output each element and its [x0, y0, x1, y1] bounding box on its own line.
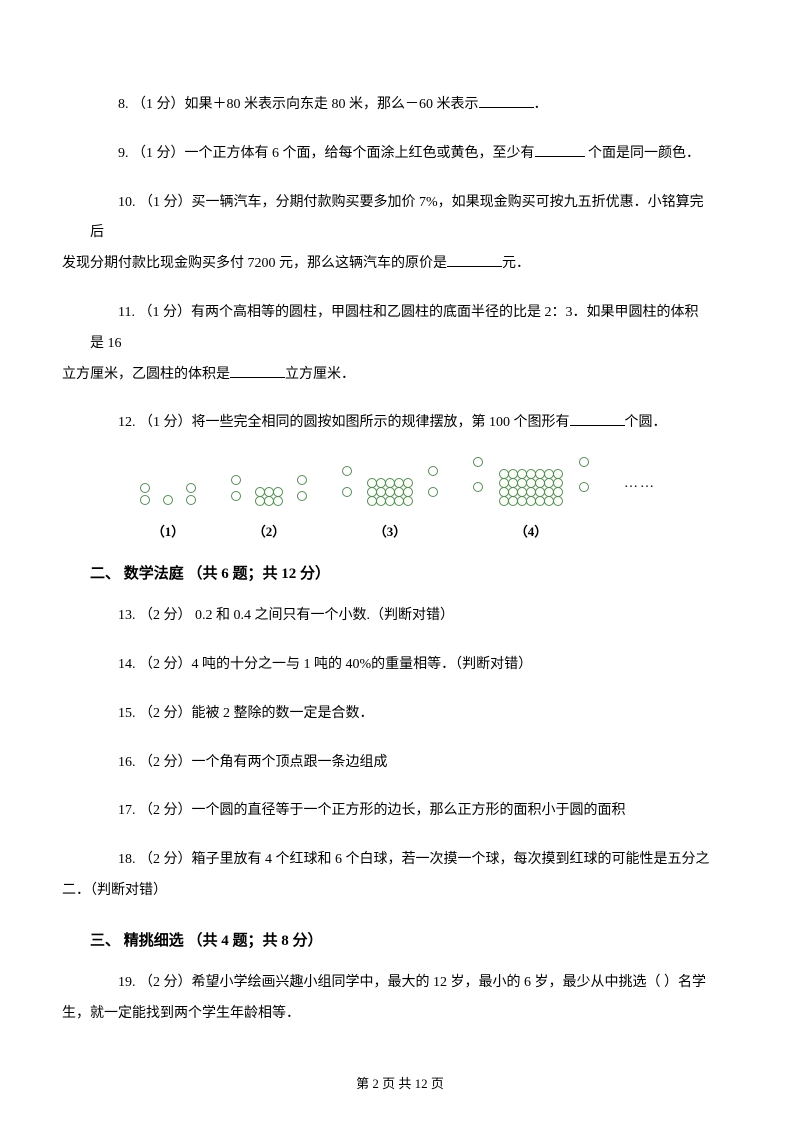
q-pts: （1 分）: [136, 415, 192, 430]
question-13: 13. （2 分） 0.2 和 0.4 之间只有一个小数.（判断对错）: [90, 601, 710, 632]
q-pts: （2 分）: [136, 852, 192, 867]
figure-label: （2）: [253, 521, 286, 540]
question-11: 11. （1 分）有两个高相等的圆柱，甲圆柱和乙圆柱的底面半径的比是 2：3．如…: [90, 298, 710, 390]
q-pts: （1 分）: [132, 97, 185, 112]
q-suffix: 元．: [502, 256, 530, 271]
q-text: 二．（判断对错）: [62, 876, 167, 907]
q-suffix: ．: [534, 97, 548, 112]
q-num: 10.: [118, 195, 136, 210]
q-num: 15.: [118, 706, 136, 721]
figure-f3: （3）: [342, 466, 438, 540]
q-pts: （2 分）: [136, 608, 196, 623]
figure-label: （1）: [152, 521, 185, 540]
section-3-header: 三、 精挑细选 （共 4 题；共 8 分）: [90, 929, 710, 950]
q-suffix: 个面是同一颜色．: [585, 146, 701, 161]
q-pts: （1 分）: [136, 195, 192, 210]
q-pts: （1 分）: [132, 146, 185, 161]
question-12: 12. （1 分）将一些完全相同的圆按如图所示的规律摆放，第 100 个图形有 个…: [90, 408, 710, 439]
q-suffix: 个圆．: [625, 415, 667, 430]
q-num: 17.: [118, 803, 136, 818]
section-2-header: 二、 数学法庭 （共 6 题；共 12 分）: [90, 562, 710, 583]
blank[interactable]: [535, 143, 585, 157]
figure-label: （4）: [515, 521, 548, 540]
q-text: 一个圆的直径等于一个正方形的边长，那么正方形的面积小于圆的面积: [192, 803, 626, 818]
q-pts: （2 分）: [136, 755, 192, 770]
q-num: 12.: [118, 415, 136, 430]
q-pts: （2 分）: [136, 657, 192, 672]
figure-f2: （2）: [231, 475, 307, 540]
question-17: 17. （2 分）一个圆的直径等于一个正方形的边长，那么正方形的面积小于圆的面积: [90, 796, 710, 827]
q-num: 8.: [118, 97, 129, 112]
q-num: 13.: [118, 608, 136, 623]
figure-f1: （1）: [140, 483, 196, 540]
figure-f4: （4）: [473, 457, 589, 540]
q-text: 4 吨的十分之一与 1 吨的 40%的重量相等．（判断对错）: [192, 657, 533, 672]
question-8: 8. （1 分）如果＋80 米表示向东走 80 米，那么－60 米表示 ．: [90, 90, 710, 121]
q-text: 一个正方体有 6 个面，给每个面涂上红色或黄色，至少有: [185, 146, 535, 161]
q-text: 将一些完全相同的圆按如图所示的规律摆放，第 100 个图形有: [192, 415, 570, 430]
blank[interactable]: [447, 253, 502, 267]
question-14: 14. （2 分）4 吨的十分之一与 1 吨的 40%的重量相等．（判断对错）: [90, 650, 710, 681]
question-16: 16. （2 分）一个角有两个顶点跟一条边组成: [90, 748, 710, 779]
q-pts: （2 分）: [136, 706, 192, 721]
q-text: 能被 2 整除的数一定是合数．: [192, 706, 374, 721]
figure-row: （1） （2） （3） （4） ……: [140, 457, 710, 540]
q-text: 生，就一定能找到两个学生年龄相等．: [62, 999, 300, 1030]
q-text: 如果＋80 米表示向东走 80 米，那么－60 米表示: [185, 97, 479, 112]
q-pts: （1 分）: [135, 305, 191, 320]
question-19: 19. （2 分）希望小学绘画兴趣小组同学中，最大的 12 岁，最小的 6 岁，…: [90, 968, 710, 1030]
question-15: 15. （2 分）能被 2 整除的数一定是合数．: [90, 699, 710, 730]
q-num: 14.: [118, 657, 136, 672]
ellipsis: ……: [624, 476, 656, 492]
question-9: 9. （1 分）一个正方体有 6 个面，给每个面涂上红色或黄色，至少有 个面是同…: [90, 139, 710, 170]
question-10: 10. （1 分）买一辆汽车，分期付款购买要多加价 7%，如果现金购买可按九五折…: [90, 188, 710, 280]
q-text: 0.2 和 0.4 之间只有一个小数.（判断对错）: [195, 608, 454, 623]
q-suffix: 立方厘米．: [285, 367, 355, 382]
page-footer: 第 2 页 共 12 页: [0, 1073, 800, 1092]
q-pts: （2 分）: [136, 803, 192, 818]
q-num: 11.: [118, 305, 135, 320]
question-18: 18. （2 分）箱子里放有 4 个红球和 6 个白球，若一次摸一个球，每次摸到…: [90, 845, 710, 907]
q-text: 发现分期付款比现金购买多付 7200 元，那么这辆汽车的原价是: [62, 256, 447, 271]
q-text: 一个角有两个顶点跟一条边组成: [192, 755, 388, 770]
q-num: 9.: [118, 146, 129, 161]
q-num: 18.: [118, 852, 136, 867]
q-pts: （2 分）: [136, 975, 192, 990]
blank[interactable]: [479, 94, 534, 108]
q-text: 立方厘米，乙圆柱的体积是: [62, 367, 230, 382]
q-num: 19.: [118, 975, 136, 990]
figure-label: （3）: [374, 521, 407, 540]
q-num: 16.: [118, 755, 136, 770]
figure-q12: （1） （2） （3） （4） ……: [140, 457, 710, 540]
blank[interactable]: [230, 364, 285, 378]
blank[interactable]: [570, 412, 625, 426]
q-text: 希望小学绘画兴趣小组同学中，最大的 12 岁，最小的 6 岁，最少从中挑选（ ）…: [192, 975, 707, 990]
q-text: 箱子里放有 4 个红球和 6 个白球，若一次摸一个球，每次摸到红球的可能性是五分…: [192, 852, 710, 867]
